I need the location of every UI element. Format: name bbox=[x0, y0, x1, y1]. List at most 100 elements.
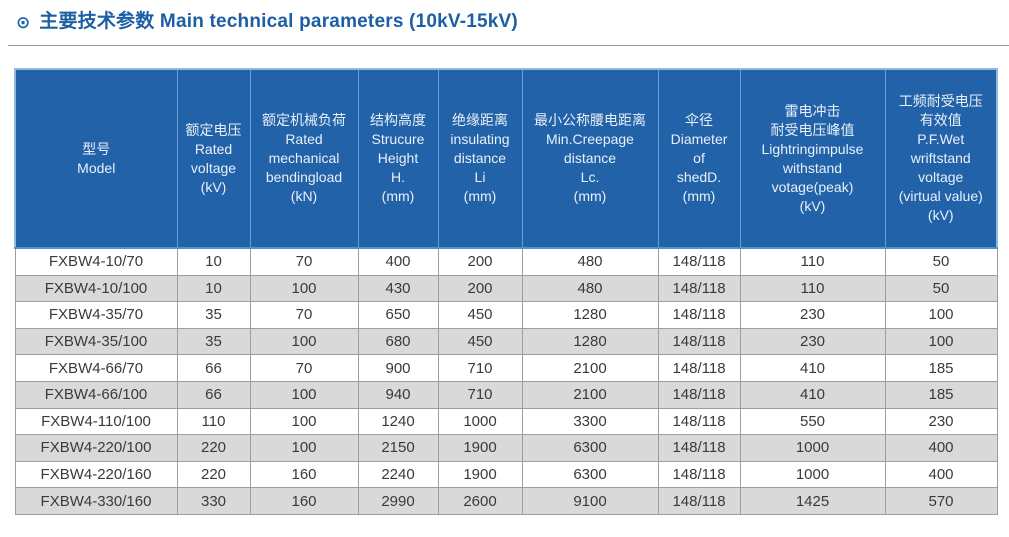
value-cell-insulating-distance: 200 bbox=[437, 247, 523, 276]
page-title: ⊙ 主要技术参数 Main technical parameters (10kV… bbox=[0, 0, 1009, 34]
value-cell-rated-voltage: 220 bbox=[176, 434, 251, 462]
column-header-model: 型号 Model bbox=[14, 68, 177, 249]
value-cell-min-creepage-distance: 1280 bbox=[521, 301, 659, 329]
value-cell-min-creepage-distance: 480 bbox=[521, 247, 659, 276]
value-cell-shed-diameter: 148/118 bbox=[657, 487, 741, 515]
table-body: FXBW4-10/70 10 70 400 200 480 148/118 110 50 FXBW… bbox=[14, 247, 998, 515]
value-cell-shed-diameter: 148/118 bbox=[657, 460, 741, 489]
value-cell-power-frequency-withstand: 185 bbox=[884, 380, 998, 409]
header-line: Diameter bbox=[670, 131, 728, 147]
value-cell-shed-diameter: 148/118 bbox=[657, 380, 741, 409]
value-cell-rated-mechanical-bendingload: 100 bbox=[249, 327, 359, 356]
header-line: (virtual value) bbox=[898, 188, 983, 204]
value-cell-structure-height: 430 bbox=[357, 274, 439, 303]
value-cell-rated-voltage: 10 bbox=[176, 274, 251, 303]
column-header-rated-mechanical-bendingload: 额定机械负荷 Rated mechanical bendingload (kN) bbox=[249, 68, 358, 249]
value-cell-rated-voltage: 35 bbox=[176, 327, 251, 356]
header-line: 伞径 bbox=[685, 112, 713, 128]
header-line: P.F.Wet bbox=[917, 131, 965, 147]
value-cell-insulating-distance: 200 bbox=[437, 274, 523, 303]
value-cell-structure-height: 900 bbox=[357, 354, 439, 382]
column-header-structure-height: 结构高度 Strucure Height H. (mm) bbox=[357, 68, 438, 249]
value-cell-rated-voltage: 330 bbox=[176, 487, 251, 515]
model-cell: FXBW4-66/70 bbox=[14, 354, 178, 382]
value-cell-min-creepage-distance: 3300 bbox=[521, 407, 659, 436]
column-header-insulating-distance: 绝缘距离 insulating distance Li (mm) bbox=[437, 68, 522, 249]
header-line: (mm) bbox=[573, 188, 607, 204]
column-header-power-frequency-withstand: 工频耐受电压 有效值 P.F.Wet wriftstand voltage (virtua… bbox=[884, 68, 998, 249]
value-cell-structure-height: 2990 bbox=[357, 487, 439, 515]
header-line: Model bbox=[77, 159, 116, 176]
value-cell-lightning-impulse-withstand: 1425 bbox=[739, 487, 886, 515]
model-cell: FXBW4-10/70 bbox=[14, 247, 178, 276]
table-row-FXBW4-35/100: FXBW4-35/100 35 100 680 450 1280 148/118 230 100 bbox=[14, 327, 998, 356]
value-cell-rated-mechanical-bendingload: 70 bbox=[249, 247, 359, 276]
header-line: voltage bbox=[918, 169, 964, 185]
value-cell-rated-voltage: 66 bbox=[176, 380, 251, 409]
value-cell-min-creepage-distance: 6300 bbox=[521, 460, 659, 489]
model-cell: FXBW4-220/100 bbox=[14, 434, 178, 462]
value-cell-structure-height: 650 bbox=[357, 301, 439, 329]
value-cell-rated-voltage: 110 bbox=[176, 407, 251, 436]
technical-parameters-table: 型号 Model 额定电压 Rated voltage (kV) 额定机械负荷 Rated me… bbox=[14, 68, 998, 515]
value-cell-shed-diameter: 148/118 bbox=[657, 434, 741, 462]
value-cell-lightning-impulse-withstand: 1000 bbox=[739, 434, 886, 462]
header-line: of bbox=[693, 150, 705, 166]
value-cell-structure-height: 2150 bbox=[357, 434, 439, 462]
header-line: 雷电冲击 bbox=[784, 102, 841, 119]
header-line: mechanical bbox=[268, 150, 340, 166]
value-cell-rated-mechanical-bendingload: 100 bbox=[249, 434, 359, 462]
value-cell-min-creepage-distance: 480 bbox=[521, 274, 659, 303]
value-cell-lightning-impulse-withstand: 230 bbox=[739, 301, 886, 329]
header-line: 结构高度 bbox=[370, 112, 426, 128]
value-cell-structure-height: 400 bbox=[357, 247, 439, 276]
header-line: distance bbox=[563, 150, 617, 166]
title-divider bbox=[8, 45, 1009, 46]
header-line: 额定机械负荷 bbox=[262, 112, 346, 128]
header-line: 绝缘距离 bbox=[452, 112, 508, 128]
model-cell: FXBW4-35/70 bbox=[14, 301, 178, 329]
value-cell-min-creepage-distance: 6300 bbox=[521, 434, 659, 462]
header-line: insulating bbox=[450, 131, 510, 147]
column-header-rated-voltage: 额定电压 Rated voltage (kV) bbox=[176, 68, 250, 249]
value-cell-min-creepage-distance: 2100 bbox=[521, 380, 659, 409]
value-cell-insulating-distance: 450 bbox=[437, 327, 523, 356]
header-line: (mm) bbox=[682, 188, 716, 204]
header-line: (kN) bbox=[290, 188, 318, 204]
header-line: (kV) bbox=[927, 207, 954, 223]
column-header-shed-diameter: 伞径 Diameter of shedD. (mm) bbox=[657, 68, 740, 249]
value-cell-power-frequency-withstand: 185 bbox=[884, 354, 998, 382]
page-title-text: 主要技术参数 Main technical parameters (10kV-1… bbox=[39, 11, 518, 32]
model-cell: FXBW4-10/100 bbox=[14, 274, 178, 303]
value-cell-rated-mechanical-bendingload: 100 bbox=[249, 274, 359, 303]
table-row-FXBW4-110/100: FXBW4-110/100 110 100 1240 1000 3300 148/118 55… bbox=[14, 407, 998, 436]
table-row-FXBW4-66/100: FXBW4-66/100 66 100 940 710 2100 148/118 410 185 bbox=[14, 380, 998, 409]
table-row-FXBW4-35/70: FXBW4-35/70 35 70 650 450 1280 148/118 230 100 bbox=[14, 301, 998, 329]
parameters-table-container: 型号 Model 额定电压 Rated voltage (kV) 额定机械负荷 Rated me… bbox=[14, 68, 998, 515]
value-cell-insulating-distance: 1900 bbox=[437, 434, 523, 462]
value-cell-lightning-impulse-withstand: 1000 bbox=[739, 460, 886, 489]
value-cell-power-frequency-withstand: 100 bbox=[884, 301, 998, 329]
header-line: 型号 bbox=[82, 140, 111, 157]
value-cell-shed-diameter: 148/118 bbox=[657, 301, 741, 329]
value-cell-rated-mechanical-bendingload: 160 bbox=[249, 460, 359, 489]
value-cell-insulating-distance: 1000 bbox=[437, 407, 523, 436]
value-cell-shed-diameter: 148/118 bbox=[657, 407, 741, 436]
value-cell-min-creepage-distance: 1280 bbox=[521, 327, 659, 356]
model-cell: FXBW4-330/160 bbox=[14, 487, 178, 515]
value-cell-insulating-distance: 710 bbox=[437, 354, 523, 382]
header-line: (mm) bbox=[463, 188, 497, 204]
value-cell-rated-mechanical-bendingload: 160 bbox=[249, 487, 359, 515]
table-row-FXBW4-10/70: FXBW4-10/70 10 70 400 200 480 148/118 110 50 bbox=[14, 247, 998, 276]
value-cell-structure-height: 940 bbox=[357, 380, 439, 409]
header-line: shedD. bbox=[676, 169, 722, 185]
header-line: 额定电压 bbox=[185, 121, 242, 138]
header-line: Lc. bbox=[580, 169, 600, 185]
value-cell-shed-diameter: 148/118 bbox=[657, 354, 741, 382]
header-line: Li bbox=[474, 169, 486, 185]
header-line: Strucure bbox=[371, 131, 425, 147]
value-cell-shed-diameter: 148/118 bbox=[657, 247, 741, 276]
table-row-FXBW4-220/160: FXBW4-220/160 220 160 2240 1900 6300 148/118 10… bbox=[14, 460, 998, 489]
table-row-FXBW4-10/100: FXBW4-10/100 10 100 430 200 480 148/118 110 50 bbox=[14, 274, 998, 303]
value-cell-rated-mechanical-bendingload: 70 bbox=[249, 301, 359, 329]
